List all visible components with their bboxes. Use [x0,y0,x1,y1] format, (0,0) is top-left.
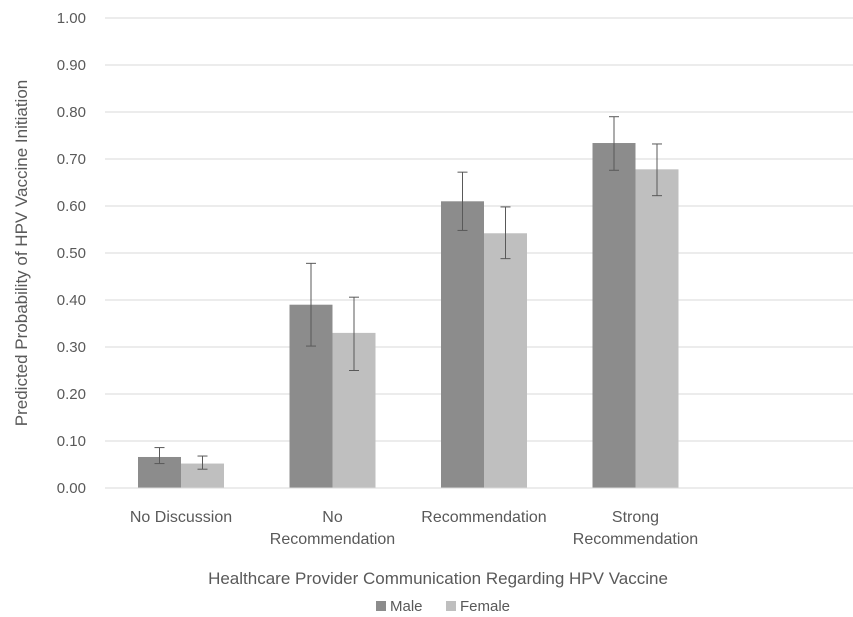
x-category-label: Strong Recommendation [573,509,698,548]
error-bars [154,116,662,470]
bars [138,143,679,489]
y-tick-label: 0.10 [57,433,86,450]
y-tick-label: 1.00 [57,10,86,27]
x-category-label: No Discussion [130,509,232,526]
bar-female [484,233,527,488]
y-axis-title: Predicted Probability of HPV Vaccine Ini… [12,80,31,426]
y-tick-label: 0.70 [57,151,86,168]
x-category-label: Recommendation [421,509,546,526]
bar-male [441,201,484,489]
legend-label-female: Female [460,598,510,615]
y-tick-label: 0.80 [57,104,86,121]
bar-female [635,169,679,488]
y-tick-label: 0.20 [57,386,86,403]
y-tick-label: 0.90 [57,57,86,74]
legend: Male Female [376,598,510,615]
y-tick-label: 0.30 [57,339,86,356]
y-tick-label: 0.00 [57,480,86,497]
y-axis-ticks: 0.00 0.10 0.20 0.30 0.40 0.50 0.60 0.70 0.80 0.90… [57,10,86,497]
x-axis-categories: No Discussion No Recommendation Recommendat… [130,509,698,548]
legend-label-male: Male [390,598,423,615]
y-tick-label: 0.50 [57,245,86,262]
legend-swatch-male [376,601,386,611]
y-tick-label: 0.60 [57,198,86,215]
legend-swatch-female [446,601,456,611]
y-tick-label: 0.40 [57,292,86,309]
x-axis-title: Healthcare Provider Communication Regard… [208,569,668,588]
x-category-label: No Recommendation [270,509,395,548]
bar-male [592,143,636,488]
